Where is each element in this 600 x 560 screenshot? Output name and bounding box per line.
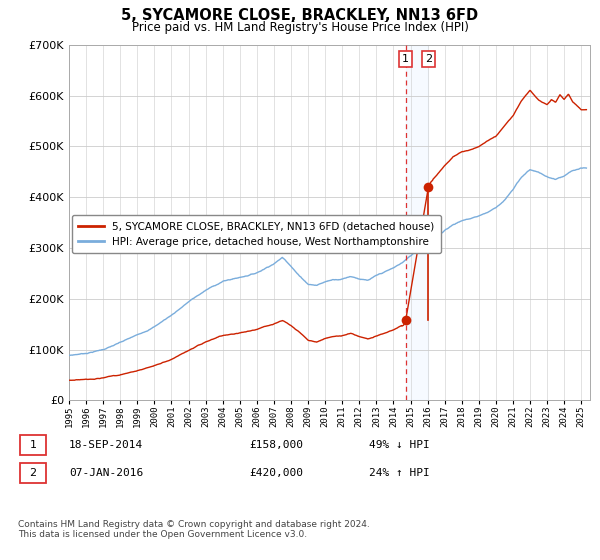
Bar bbox=[406, 45, 428, 400]
Text: 18-SEP-2014: 18-SEP-2014 bbox=[69, 440, 143, 450]
Text: 2: 2 bbox=[425, 54, 432, 64]
Text: £420,000: £420,000 bbox=[249, 468, 303, 478]
Text: 49% ↓ HPI: 49% ↓ HPI bbox=[369, 440, 430, 450]
Text: Price paid vs. HM Land Registry's House Price Index (HPI): Price paid vs. HM Land Registry's House … bbox=[131, 21, 469, 34]
Text: 24% ↑ HPI: 24% ↑ HPI bbox=[369, 468, 430, 478]
Text: 1: 1 bbox=[29, 440, 37, 450]
Text: 07-JAN-2016: 07-JAN-2016 bbox=[69, 468, 143, 478]
Text: £158,000: £158,000 bbox=[249, 440, 303, 450]
Text: 1: 1 bbox=[402, 54, 409, 64]
Text: 5, SYCAMORE CLOSE, BRACKLEY, NN13 6FD: 5, SYCAMORE CLOSE, BRACKLEY, NN13 6FD bbox=[121, 8, 479, 24]
Text: Contains HM Land Registry data © Crown copyright and database right 2024.
This d: Contains HM Land Registry data © Crown c… bbox=[18, 520, 370, 539]
Text: 2: 2 bbox=[29, 468, 37, 478]
Legend: 5, SYCAMORE CLOSE, BRACKLEY, NN13 6FD (detached house), HPI: Average price, deta: 5, SYCAMORE CLOSE, BRACKLEY, NN13 6FD (d… bbox=[71, 216, 441, 253]
